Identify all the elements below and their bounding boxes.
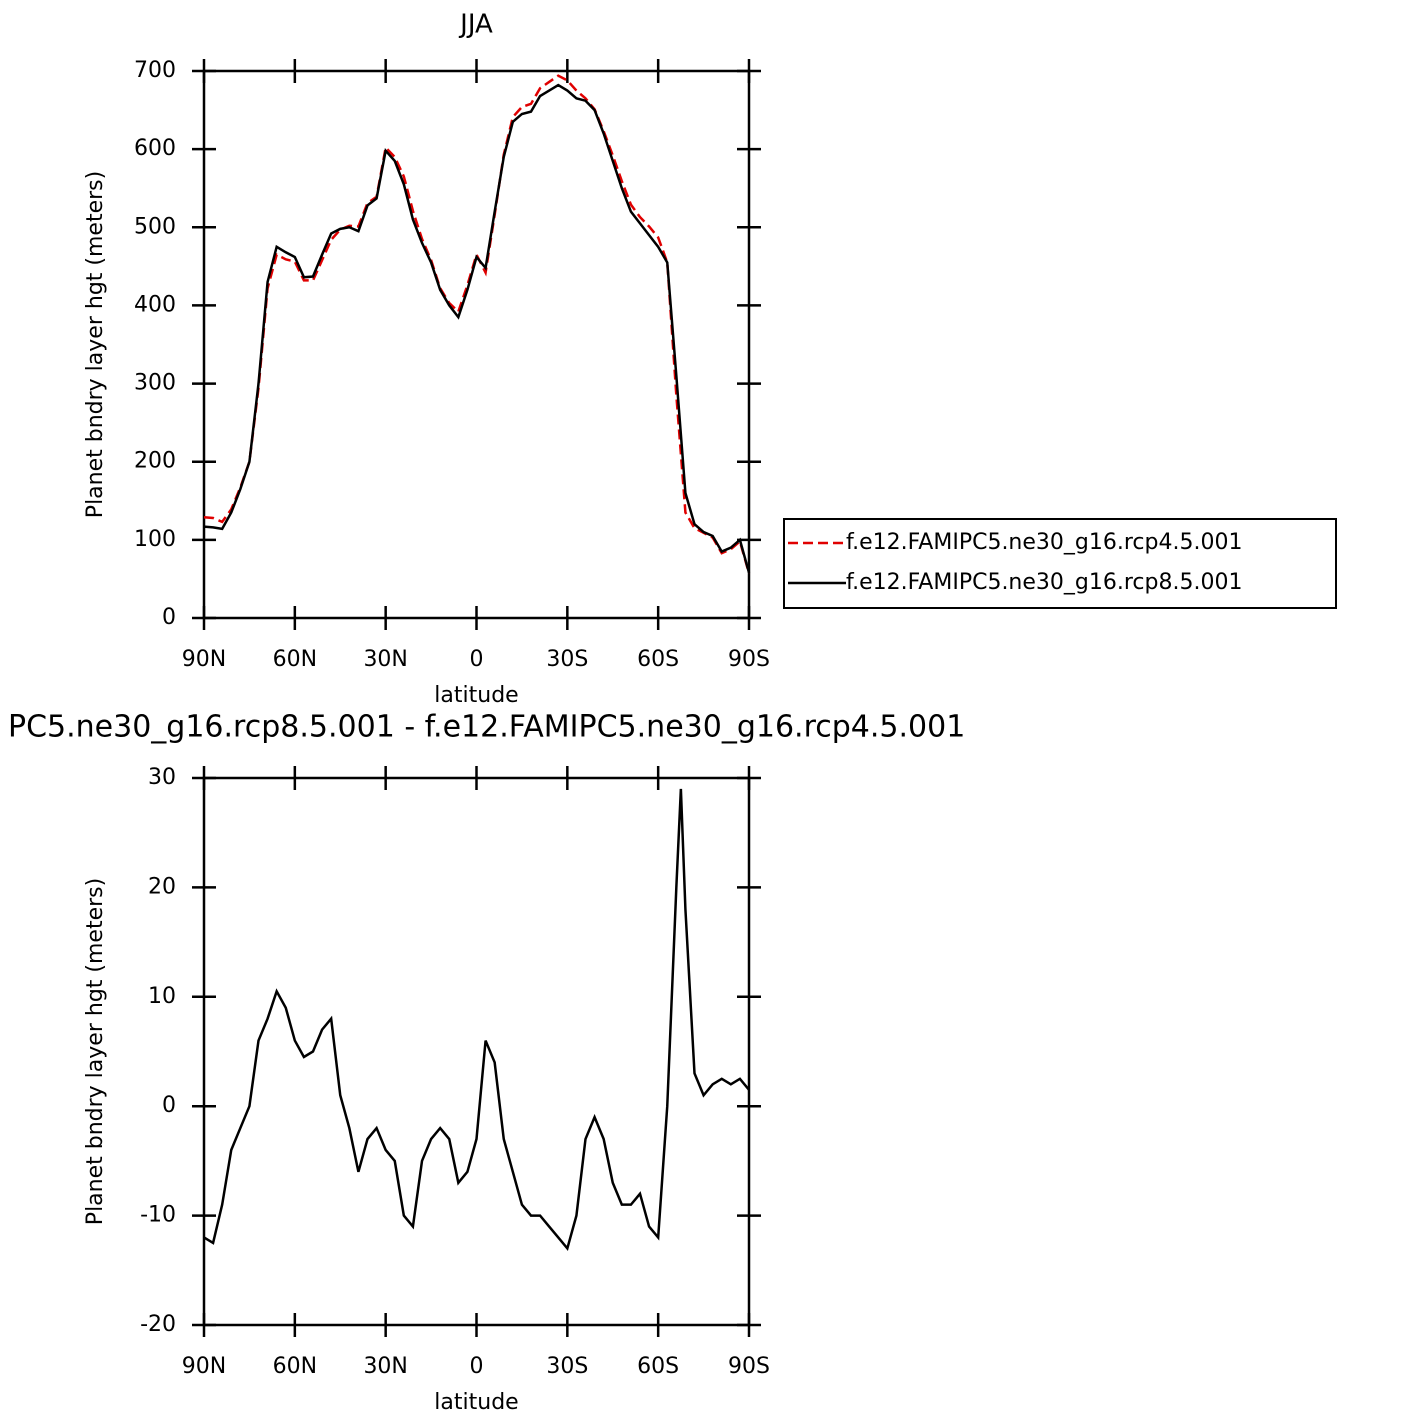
- x-axis-label: latitude: [434, 683, 518, 708]
- x-tick-label: 30N: [363, 647, 407, 672]
- x-tick-label: 60N: [273, 647, 317, 672]
- plot-frame: [202, 776, 751, 1327]
- y-tick-label: 600: [134, 136, 176, 161]
- line-series: [203, 74, 751, 574]
- y-tick-label: 30: [148, 765, 176, 790]
- y-tick-label: 100: [134, 527, 176, 552]
- x-axis-label: latitude: [434, 1390, 518, 1415]
- y-tick-label: 10: [148, 984, 176, 1009]
- y-tick-label: 700: [134, 58, 176, 83]
- y-tick-label: 400: [134, 292, 176, 317]
- x-tick-label: 60S: [637, 647, 679, 672]
- x-tick-label: 0: [470, 1354, 484, 1379]
- x-tick-label: 0: [470, 647, 484, 672]
- x-tick-label: 30S: [546, 647, 588, 672]
- line-series: [203, 83, 751, 574]
- legend-label: f.e12.FAMIPC5.ne30_g16.rcp4.5.001: [846, 530, 1242, 555]
- legend-label: f.e12.FAMIPC5.ne30_g16.rcp8.5.001: [846, 570, 1242, 595]
- y-axis-label: Planet bndry layer hgt (meters): [83, 878, 108, 1225]
- x-tick-label: 90S: [728, 647, 770, 672]
- x-tick-label: 90N: [182, 1354, 226, 1379]
- x-tick-label: 60N: [273, 1354, 317, 1379]
- y-tick-label: 0: [162, 605, 176, 630]
- y-tick-label: 20: [148, 874, 176, 899]
- chart-title: PC5.ne30_g16.rcp8.5.001 - f.e12.FAMIPC5.…: [8, 710, 965, 745]
- plot-frame: [202, 69, 751, 620]
- y-axis-label: Planet bndry layer hgt (meters): [83, 171, 108, 518]
- x-tick-label: 90S: [728, 1354, 770, 1379]
- y-tick-label: 500: [134, 214, 176, 239]
- y-tick-label: 300: [134, 371, 176, 396]
- y-tick-label: -20: [140, 1312, 176, 1337]
- x-tick-label: 30N: [363, 1354, 407, 1379]
- legend-box: [783, 518, 1337, 609]
- chart-title: JJA: [458, 10, 493, 40]
- x-tick-label: 90N: [182, 647, 226, 672]
- y-tick-label: -10: [140, 1203, 176, 1228]
- x-tick-label: 60S: [637, 1354, 679, 1379]
- y-tick-label: 200: [134, 449, 176, 474]
- line-series: [203, 788, 750, 1252]
- y-tick-label: 0: [162, 1093, 176, 1118]
- x-tick-label: 30S: [546, 1354, 588, 1379]
